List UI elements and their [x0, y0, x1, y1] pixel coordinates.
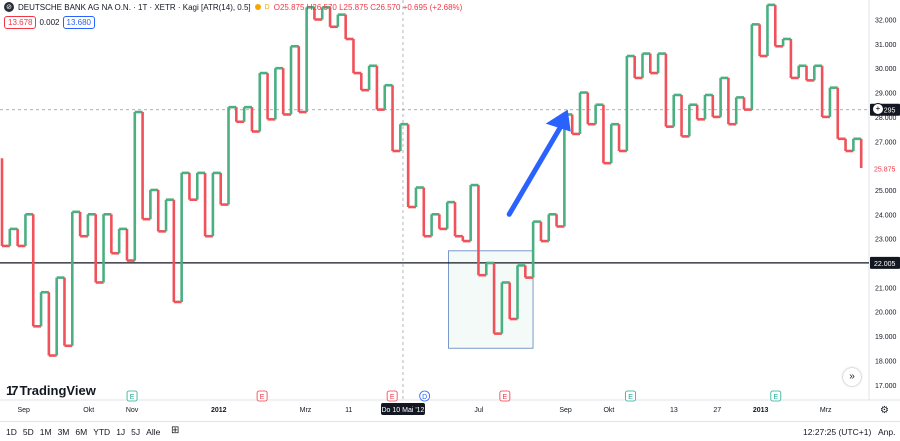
- tradingview-logo: 17 TradingView: [6, 383, 96, 398]
- time-tick-4: Mrz: [300, 407, 312, 414]
- price-tick-5: 27.000: [875, 139, 897, 146]
- bottom-toolbar: 1D 5D 1M 3M 6M YTD 1J 5J Alle ⊞ 12:27:25 (UTC+1)…: [0, 421, 900, 441]
- price-tick-4: 28.000: [875, 115, 897, 122]
- price-tick-2: 30.000: [875, 66, 897, 73]
- last-price-label-bg: [870, 162, 900, 175]
- earnings-marker-5[interactable]: [625, 390, 636, 402]
- event-marker-label-4: E: [503, 394, 508, 401]
- earnings-marker-0[interactable]: [126, 390, 138, 402]
- price-tick-3: 29.000: [875, 91, 897, 98]
- time-tick-6: Jul: [474, 407, 483, 414]
- price-tick-14: 18.000: [875, 358, 897, 365]
- price-tick-13: 19.000: [875, 334, 897, 341]
- price-tick-9: 23.000: [875, 237, 897, 244]
- time-tick-11: 2013: [753, 407, 769, 414]
- range-button-1d[interactable]: 1D: [6, 427, 17, 437]
- crosshair-date-bg: [380, 403, 425, 415]
- time-tick-9: 13: [670, 407, 678, 414]
- tradingview-mark-icon: 17: [6, 383, 19, 398]
- time-tick-2: Nov: [126, 407, 139, 414]
- price-tick-8: 24.000: [875, 212, 897, 219]
- deutsche-bank-logo-icon: ⊘: [4, 2, 14, 12]
- time-tick-10: 27: [713, 407, 721, 414]
- range-button-6m[interactable]: 6M: [75, 427, 88, 437]
- range-button-5d[interactable]: 5D: [22, 427, 34, 437]
- legend-values: 13.678 0.002 13.680: [4, 16, 95, 29]
- event-marker-label-0: E: [130, 394, 135, 401]
- gear-icon[interactable]: ⚙: [880, 405, 889, 416]
- range-button-alle[interactable]: Alle: [146, 427, 161, 437]
- crosshair-date-label: Do 10 Mai '12: [381, 407, 424, 414]
- price-tick-0: 32.000: [875, 18, 897, 25]
- ohlc-values: O25.875 H26.570 L25.875 C26.570 +0.695 (…: [273, 2, 463, 12]
- adjust-toggle[interactable]: Anp.: [878, 427, 896, 437]
- last-price-label: 25.875: [874, 167, 896, 174]
- dividend-badge: D: [264, 3, 270, 11]
- time-tick-3: 2012: [211, 407, 227, 414]
- range-button-1m[interactable]: 1M: [39, 427, 52, 437]
- dividend-marker-3[interactable]: [419, 390, 431, 402]
- legend-title[interactable]: DEUTSCHE BANK AG NA O.N. · 1T · XETR · K…: [18, 2, 251, 12]
- event-marker-label-2: E: [390, 394, 395, 401]
- price-tick-15: 17.000: [875, 383, 897, 390]
- horizontal-line-price-label: 22.005: [874, 261, 896, 268]
- sell-price-box[interactable]: 13.678: [4, 16, 37, 29]
- time-tick-7: Sep: [559, 407, 572, 414]
- annotation-rectangle[interactable]: [448, 250, 534, 349]
- time-tick-12: Mrz: [820, 407, 832, 414]
- event-marker-label-5: E: [628, 394, 633, 401]
- event-marker-label-3: D: [422, 394, 427, 401]
- range-button-1j[interactable]: 1J: [116, 427, 126, 437]
- crosshair-price-label: 28.295: [874, 108, 896, 115]
- spread-value: 0.002: [39, 18, 60, 27]
- earnings-marker-1[interactable]: [256, 390, 268, 402]
- event-marker-label-6: E: [773, 394, 778, 401]
- price-tick-7: 25.000: [875, 188, 897, 195]
- earnings-marker-4[interactable]: [499, 390, 511, 402]
- price-tick-12: 20.000: [875, 310, 897, 317]
- price-tick-1: 31.000: [875, 42, 897, 49]
- tradingview-logo-text: TradingView: [19, 383, 96, 398]
- time-tick-8: Okt: [603, 407, 614, 414]
- range-buttons: 1D 5D 1M 3M 6M YTD 1J 5J Alle: [6, 427, 160, 437]
- scroll-to-realtime-button[interactable]: »: [843, 368, 861, 386]
- chart-legend: ⊘ DEUTSCHE BANK AG NA O.N. · 1T · XETR ·…: [4, 2, 462, 12]
- range-button-3m[interactable]: 3M: [57, 427, 70, 437]
- time-tick-5: 11: [345, 407, 352, 414]
- range-button-ytd[interactable]: YTD: [93, 427, 111, 437]
- trend-arrow-shaft[interactable]: [506, 119, 567, 217]
- earnings-marker-6[interactable]: [770, 390, 782, 402]
- time-tick-1: Okt: [83, 407, 94, 414]
- event-marker-label-1: E: [260, 394, 265, 401]
- range-button-5j[interactable]: 5J: [131, 427, 141, 437]
- time-tick-0: Sep: [17, 407, 30, 414]
- earnings-marker-2[interactable]: [386, 390, 398, 402]
- trend-arrow-head[interactable]: [545, 109, 571, 132]
- clock-display[interactable]: 12:27:25 (UTC+1): [803, 427, 872, 437]
- buy-price-box[interactable]: 13.680: [62, 16, 95, 29]
- add-alert-plus-icon[interactable]: +: [872, 103, 884, 115]
- calendar-goto-icon[interactable]: ⊞: [171, 425, 180, 436]
- market-status-icon: [254, 4, 261, 10]
- price-tick-11: 21.000: [875, 285, 897, 292]
- horizontal-line-price-label-bg: [870, 256, 900, 269]
